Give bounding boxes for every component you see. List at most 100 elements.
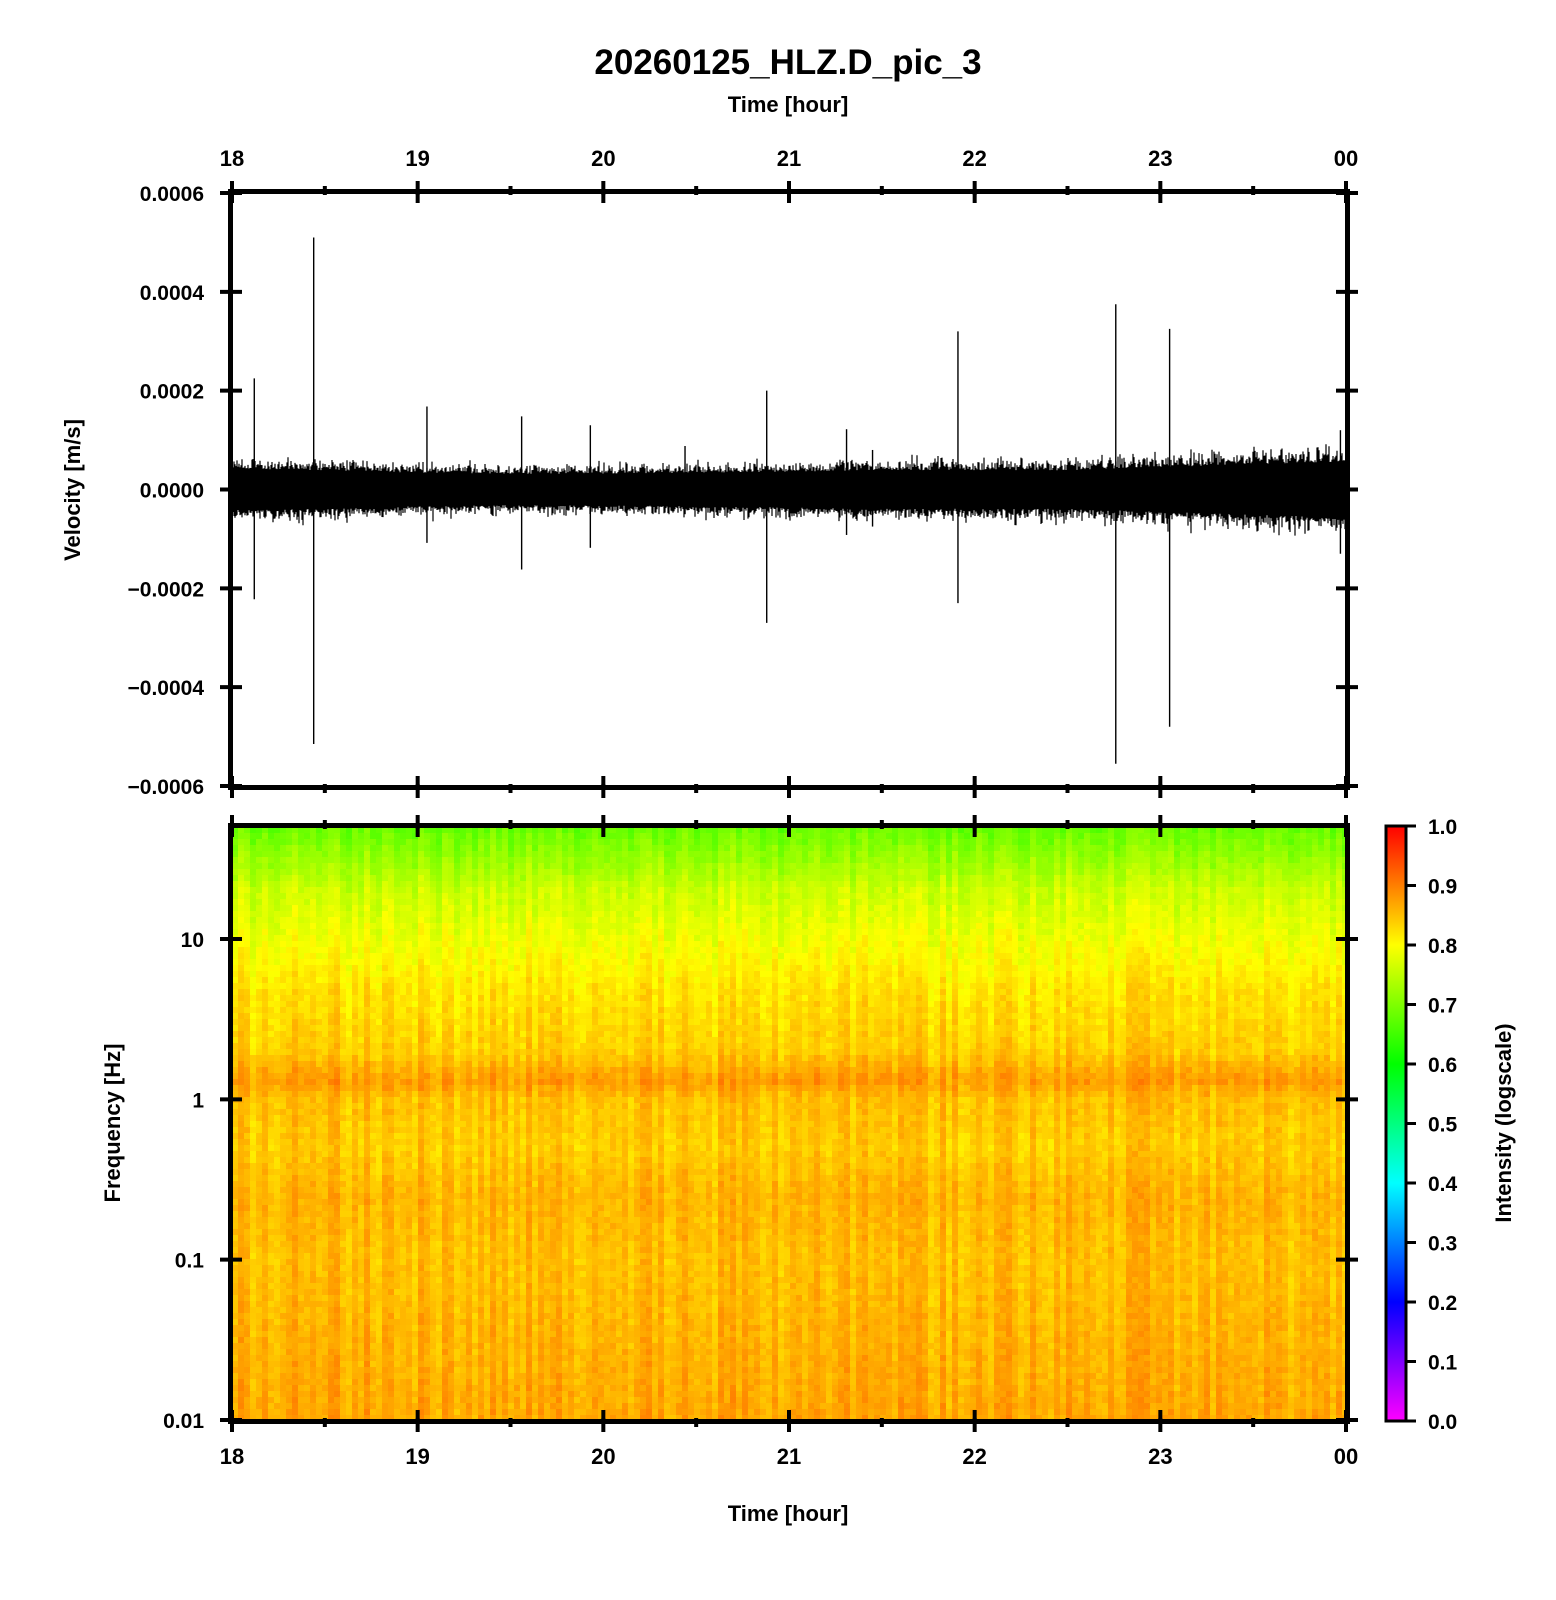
spectrogram-cell <box>256 1271 263 1278</box>
spectrogram-cell <box>280 1169 287 1176</box>
spectrogram-cell <box>316 1157 323 1164</box>
spectrogram-cell <box>424 1301 431 1308</box>
spectrogram-cell <box>298 953 305 960</box>
spectrogram-cell <box>430 1253 437 1260</box>
spectrogram-cell <box>238 1391 245 1398</box>
spectrogram-cell <box>304 869 311 876</box>
spectrogram-cell <box>466 893 473 900</box>
spectrogram-cell <box>514 875 521 882</box>
spectrogram-cell <box>286 1403 293 1410</box>
spectrogram-cell <box>466 1307 473 1314</box>
spectrogram-cell <box>334 845 341 852</box>
spectrogram-cell <box>424 1199 431 1206</box>
spectrogram-cell <box>280 881 287 888</box>
spectrogram-cell <box>364 1229 371 1236</box>
spectrogram-cell <box>526 1001 533 1008</box>
spectrogram-cell <box>340 1043 347 1050</box>
spectrogram-cell <box>484 1055 491 1062</box>
spectrogram-cell <box>340 1259 347 1266</box>
spectrogram-cell <box>310 1151 317 1158</box>
spectrogram-cell <box>424 1049 431 1056</box>
spectrogram-cell <box>346 1247 353 1254</box>
spectrogram-cell <box>424 863 431 870</box>
spectrogram-cell <box>484 1325 491 1332</box>
spectrogram-cell <box>280 1271 287 1278</box>
spectrogram-cell <box>430 1355 437 1362</box>
spectrogram-cell <box>394 1133 401 1140</box>
spectrogram-cell <box>466 923 473 930</box>
spectrogram-cell <box>460 1163 467 1170</box>
spectrogram-cell <box>418 1271 425 1278</box>
spectrogram-cell <box>454 1325 461 1332</box>
spectrogram-cell <box>430 1319 437 1326</box>
spectrogram-cell <box>472 1115 479 1122</box>
spectrogram-cell <box>280 857 287 864</box>
spectrogram-cell <box>472 1013 479 1020</box>
spectrogram-cell <box>262 1169 269 1176</box>
spectrogram-cell <box>388 1043 395 1050</box>
spectrogram-cell <box>340 1367 347 1374</box>
spectrogram-cell <box>472 995 479 1002</box>
spectrogram-cell <box>298 983 305 990</box>
spectrogram-cell <box>364 1409 371 1416</box>
spectrogram-cell <box>412 1271 419 1278</box>
spectrogram-cell <box>364 1283 371 1290</box>
spectrogram-cell <box>286 1181 293 1188</box>
spectrogram-cell <box>352 1175 359 1182</box>
spectrogram-cell <box>376 893 383 900</box>
spectrogram-cell <box>526 1079 533 1086</box>
spectrogram-cell <box>412 1163 419 1170</box>
spectrogram-cell <box>436 1181 443 1188</box>
spectrogram-cell <box>316 1289 323 1296</box>
spectrogram-cell <box>382 1349 389 1356</box>
spectrogram-cell <box>292 923 299 930</box>
spectrogram-cell <box>520 1205 527 1212</box>
spectrogram-cell <box>502 983 509 990</box>
spectrogram-cell <box>490 923 497 930</box>
spectrogram-cell <box>286 1319 293 1326</box>
spectrogram-cell <box>256 1367 263 1374</box>
spectrogram-cell <box>304 1091 311 1098</box>
spectrogram-cell <box>238 1043 245 1050</box>
spectrogram-cell <box>508 1397 515 1404</box>
spectrogram-cell <box>424 1175 431 1182</box>
spectrogram-cell <box>376 1091 383 1098</box>
spectrogram-cell <box>280 1235 287 1242</box>
spectrogram-cell <box>268 1397 275 1404</box>
spectrogram-cell <box>508 1109 515 1116</box>
spectrogram-cell <box>526 881 533 888</box>
spectrogram-cell <box>454 1181 461 1188</box>
spectrogram-cell <box>328 857 335 864</box>
spectrogram-cell <box>304 1013 311 1020</box>
spectrogram-cell <box>448 881 455 888</box>
spectrogram-cell <box>454 1097 461 1104</box>
spectrogram-cell <box>274 1265 281 1272</box>
spectrogram-cell <box>286 881 293 888</box>
spectrogram-cell <box>508 989 515 996</box>
spectrogram-cell <box>484 1121 491 1128</box>
spectrogram-cell <box>430 863 437 870</box>
spectrogram-cell <box>406 935 413 942</box>
spectrogram-cell <box>346 983 353 990</box>
spectrogram-cell <box>436 1391 443 1398</box>
spectrogram-cell <box>460 887 467 894</box>
spectrogram-cell <box>424 1067 431 1074</box>
spectrogram-cell <box>310 1079 317 1086</box>
spectrogram-cell <box>454 1409 461 1416</box>
spectrogram-cell <box>292 1289 299 1296</box>
spectrogram-cell <box>520 995 527 1002</box>
spectrogram-cell <box>382 1199 389 1206</box>
spectrogram-cell <box>238 833 245 840</box>
spectrogram-cell <box>250 1331 257 1338</box>
spectrogram-cell <box>292 1217 299 1224</box>
spectrogram-cell <box>412 929 419 936</box>
spectrogram-cell <box>262 1373 269 1380</box>
spectrogram-cell <box>286 1187 293 1194</box>
spectrogram-cell <box>430 851 437 858</box>
spectrogram-cell <box>514 1037 521 1044</box>
spectrogram-cell <box>496 1091 503 1098</box>
spectrogram-cell <box>526 1205 533 1212</box>
spectrogram-cell <box>430 1385 437 1392</box>
spectrogram-cell <box>382 1019 389 1026</box>
spectrogram-cell <box>514 833 521 840</box>
